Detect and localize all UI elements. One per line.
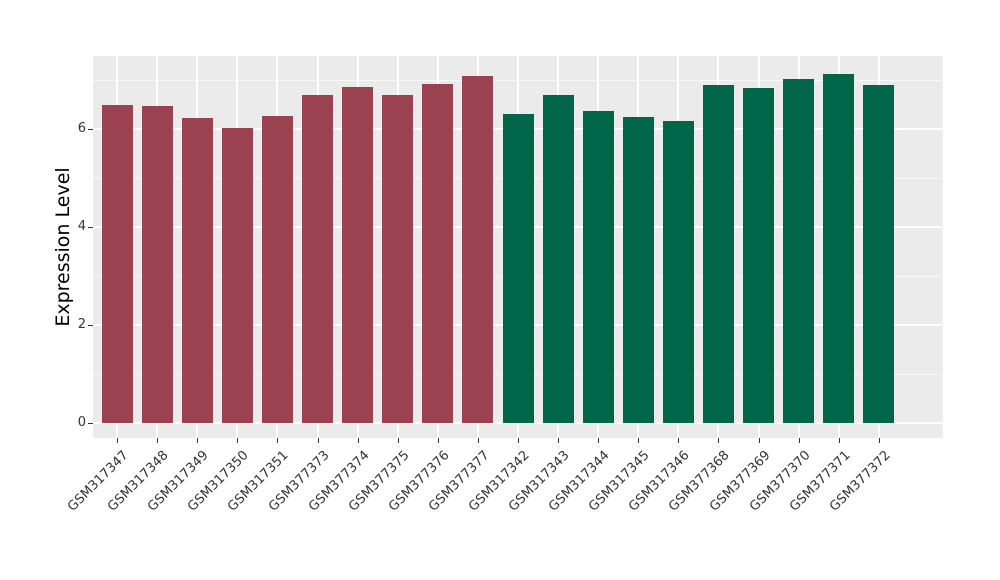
- x-tick: [758, 438, 760, 443]
- bar-GSM377371: [823, 74, 855, 423]
- bar-GSM377372: [863, 84, 895, 423]
- x-tick: [357, 438, 359, 443]
- bar-GSM317351: [261, 116, 293, 423]
- bar-GSM377370: [783, 79, 815, 423]
- bar-GSM317342: [502, 113, 534, 423]
- bar-GSM377373: [302, 94, 334, 423]
- bar-GSM317345: [622, 117, 654, 423]
- y-tick-label: 0: [77, 415, 86, 430]
- x-tick: [638, 438, 640, 443]
- bar-GSM317346: [662, 121, 694, 423]
- y-tick: [88, 227, 93, 228]
- bar-GSM377374: [342, 87, 374, 423]
- x-tick: [117, 438, 119, 443]
- x-tick: [437, 438, 439, 443]
- bar-GSM317344: [582, 110, 614, 423]
- x-tick: [477, 438, 479, 443]
- bar-GSM317350: [221, 128, 253, 423]
- plot-panel: [93, 56, 943, 438]
- x-tick: [518, 438, 519, 443]
- bar-GSM317347: [101, 105, 133, 423]
- x-tick: [317, 438, 319, 443]
- x-tick: [397, 438, 399, 443]
- y-tick-label: 6: [77, 121, 86, 136]
- y-tick-label: 4: [77, 219, 86, 234]
- bar-GSM377369: [743, 87, 775, 423]
- bar-GSM377375: [382, 95, 414, 423]
- x-tick: [878, 438, 880, 443]
- y-tick: [88, 423, 93, 424]
- y-tick: [88, 325, 93, 326]
- y-tick-label: 2: [77, 317, 86, 332]
- bar-GSM317349: [181, 118, 213, 423]
- y-tick: [88, 129, 93, 130]
- bar-GSM377377: [462, 75, 494, 423]
- x-tick: [197, 438, 199, 443]
- x-tick: [277, 438, 279, 443]
- bar-GSM317348: [141, 106, 173, 423]
- x-tick: [798, 438, 800, 443]
- bar-GSM377368: [702, 84, 734, 423]
- x-tick: [598, 438, 600, 443]
- x-tick: [157, 438, 159, 443]
- bar-GSM377376: [422, 83, 454, 423]
- x-tick: [838, 438, 840, 443]
- x-tick: [558, 438, 560, 443]
- x-tick: [237, 438, 239, 443]
- y-axis-title: Expression Level: [52, 167, 74, 327]
- x-tick: [718, 438, 720, 443]
- bar-GSM317343: [542, 95, 574, 423]
- x-tick: [678, 438, 680, 443]
